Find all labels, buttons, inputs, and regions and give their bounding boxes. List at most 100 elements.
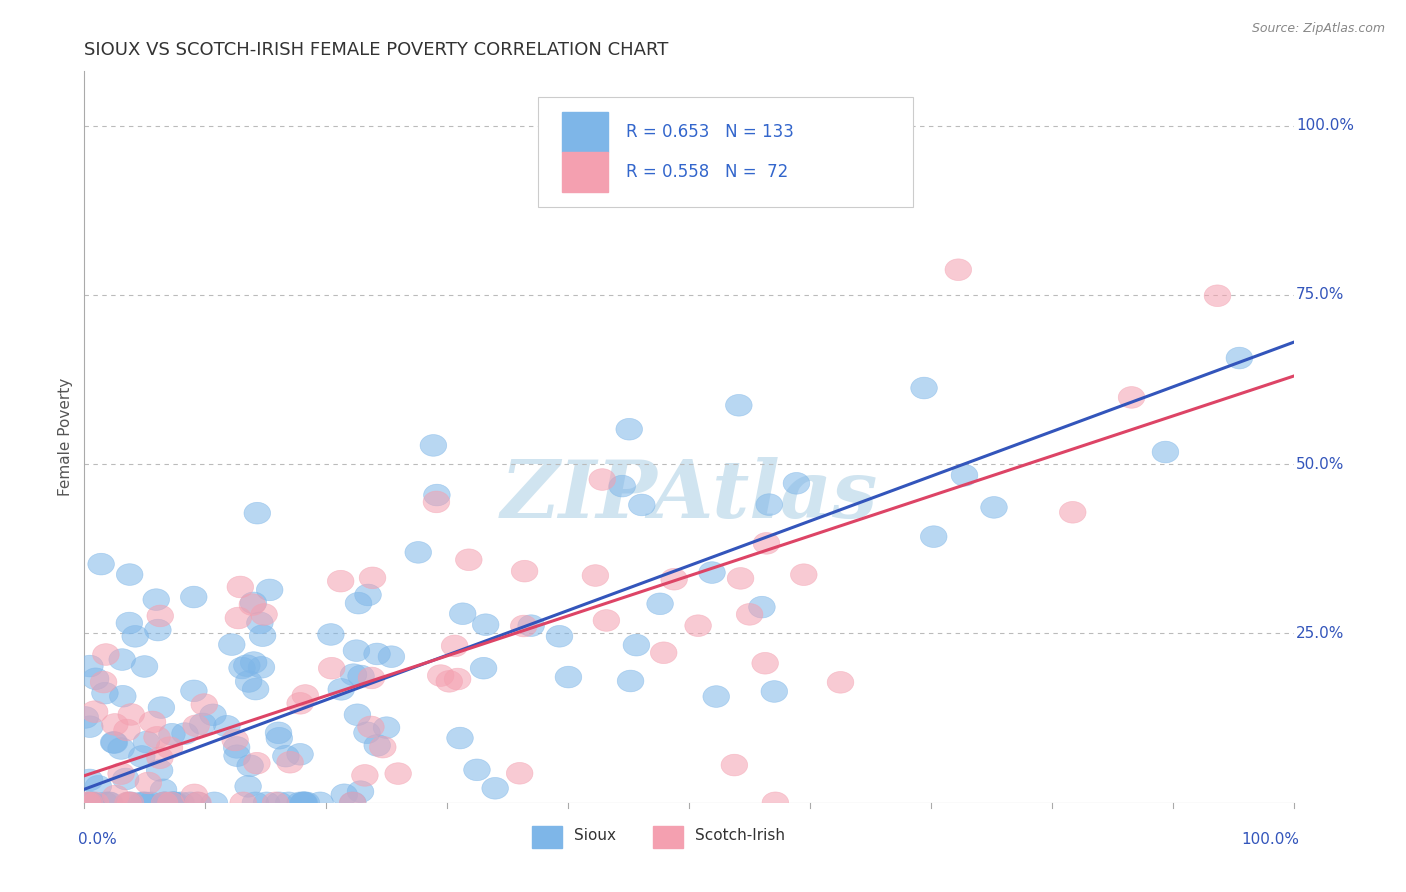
Ellipse shape (911, 377, 938, 399)
Ellipse shape (73, 792, 100, 814)
Ellipse shape (82, 701, 108, 723)
Ellipse shape (661, 568, 688, 590)
Y-axis label: Female Poverty: Female Poverty (58, 378, 73, 496)
Ellipse shape (190, 713, 217, 735)
Ellipse shape (364, 643, 391, 665)
Ellipse shape (423, 484, 450, 506)
Ellipse shape (246, 612, 273, 633)
Ellipse shape (1226, 347, 1253, 369)
Ellipse shape (138, 792, 165, 814)
Ellipse shape (117, 792, 143, 814)
Ellipse shape (82, 792, 108, 814)
Ellipse shape (292, 685, 319, 706)
Ellipse shape (167, 792, 194, 814)
Ellipse shape (727, 567, 754, 590)
Ellipse shape (287, 743, 314, 765)
Ellipse shape (318, 657, 344, 679)
Ellipse shape (340, 664, 367, 685)
Ellipse shape (357, 716, 384, 738)
Ellipse shape (117, 792, 143, 814)
Ellipse shape (128, 792, 155, 814)
Ellipse shape (450, 603, 477, 624)
Ellipse shape (76, 715, 103, 738)
Ellipse shape (139, 711, 166, 732)
Ellipse shape (118, 704, 145, 725)
Ellipse shape (307, 792, 333, 814)
Ellipse shape (651, 642, 678, 664)
Ellipse shape (685, 615, 711, 637)
Ellipse shape (84, 775, 111, 797)
Text: 25.0%: 25.0% (1296, 626, 1344, 641)
Ellipse shape (761, 681, 787, 702)
Ellipse shape (292, 792, 319, 814)
Ellipse shape (290, 792, 316, 814)
Ellipse shape (201, 792, 228, 814)
Ellipse shape (1152, 442, 1178, 463)
Ellipse shape (231, 792, 256, 814)
Ellipse shape (96, 792, 122, 814)
Ellipse shape (617, 670, 644, 692)
Ellipse shape (242, 792, 269, 814)
Ellipse shape (224, 745, 250, 766)
Ellipse shape (423, 491, 450, 513)
Ellipse shape (79, 792, 105, 814)
Ellipse shape (100, 731, 127, 753)
Ellipse shape (506, 763, 533, 784)
Ellipse shape (647, 593, 673, 615)
Ellipse shape (172, 723, 198, 745)
Text: SIOUX VS SCOTCH-IRISH FEMALE POVERTY CORRELATION CHART: SIOUX VS SCOTCH-IRISH FEMALE POVERTY COR… (84, 41, 669, 59)
Ellipse shape (156, 737, 183, 758)
Ellipse shape (756, 494, 783, 516)
Ellipse shape (162, 792, 188, 814)
Ellipse shape (148, 697, 174, 718)
Ellipse shape (253, 792, 280, 814)
Text: 75.0%: 75.0% (1296, 287, 1344, 302)
Ellipse shape (152, 792, 177, 814)
Ellipse shape (748, 597, 775, 618)
Ellipse shape (263, 792, 288, 814)
Ellipse shape (346, 592, 371, 614)
Ellipse shape (143, 589, 170, 610)
Ellipse shape (249, 624, 276, 647)
Ellipse shape (200, 704, 226, 725)
Ellipse shape (582, 565, 609, 586)
Ellipse shape (150, 779, 177, 801)
Ellipse shape (444, 668, 471, 690)
Ellipse shape (1204, 285, 1230, 307)
Ellipse shape (287, 692, 314, 714)
Ellipse shape (93, 644, 120, 665)
FancyBboxPatch shape (538, 97, 912, 207)
Ellipse shape (72, 706, 98, 728)
Ellipse shape (512, 560, 538, 582)
Ellipse shape (405, 541, 432, 563)
Ellipse shape (318, 624, 344, 645)
Ellipse shape (616, 418, 643, 440)
Ellipse shape (177, 792, 204, 814)
Ellipse shape (103, 785, 129, 806)
Ellipse shape (145, 619, 172, 641)
Ellipse shape (183, 714, 209, 737)
Ellipse shape (470, 657, 496, 679)
Ellipse shape (752, 652, 779, 674)
Ellipse shape (83, 668, 110, 690)
Ellipse shape (114, 719, 141, 741)
Text: Source: ZipAtlas.com: Source: ZipAtlas.com (1251, 22, 1385, 36)
Ellipse shape (456, 549, 482, 571)
Ellipse shape (191, 694, 218, 715)
Ellipse shape (266, 722, 292, 744)
Ellipse shape (952, 465, 977, 486)
Text: 0.0%: 0.0% (79, 832, 117, 847)
Ellipse shape (344, 704, 371, 725)
Ellipse shape (157, 792, 184, 814)
Ellipse shape (721, 755, 748, 776)
Ellipse shape (245, 502, 270, 524)
Ellipse shape (378, 646, 405, 667)
Text: Scotch-Irish: Scotch-Irish (695, 828, 785, 843)
Ellipse shape (108, 763, 135, 784)
Ellipse shape (441, 635, 468, 657)
Ellipse shape (157, 792, 184, 814)
Ellipse shape (224, 737, 250, 758)
Ellipse shape (159, 723, 186, 745)
Ellipse shape (146, 760, 173, 781)
Text: 100.0%: 100.0% (1296, 118, 1354, 133)
